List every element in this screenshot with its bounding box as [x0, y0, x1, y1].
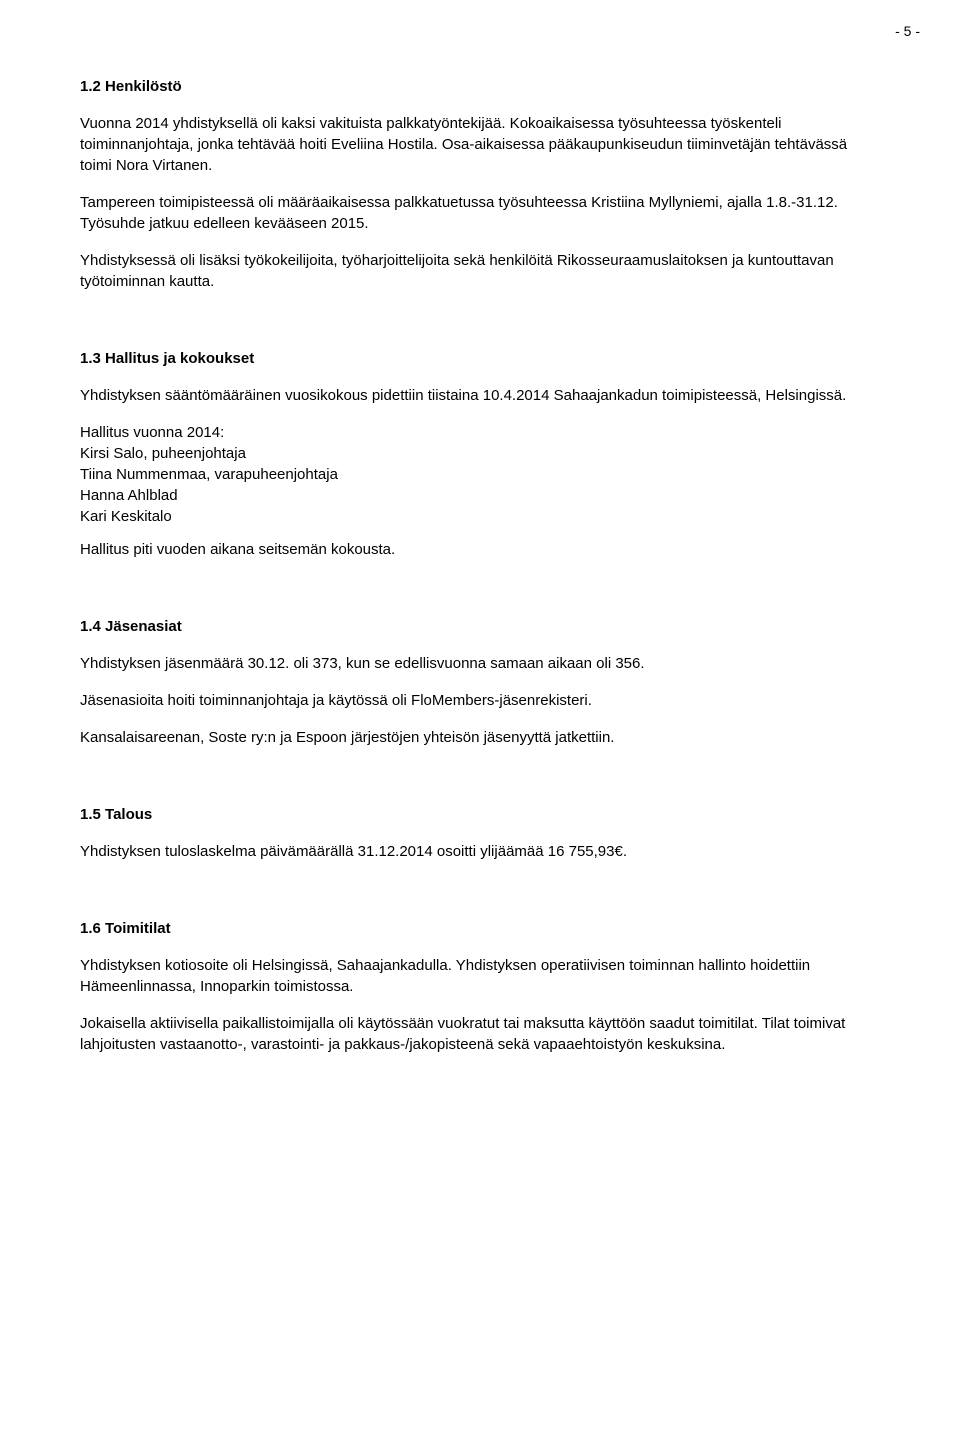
body-text: Yhdistyksen kotiosoite oli Helsingissä, … [80, 955, 880, 997]
body-text: Yhdistyksessä oli lisäksi työkokeilijoit… [80, 250, 880, 292]
body-text: Hallitus piti vuoden aikana seitsemän ko… [80, 539, 880, 560]
body-text: Yhdistyksen tuloslaskelma päivämäärällä … [80, 841, 880, 862]
body-text: Yhdistyksen sääntömääräinen vuosikokous … [80, 385, 880, 406]
board-member: Tiina Nummenmaa, varapuheenjohtaja [80, 464, 880, 485]
body-text: Yhdistyksen jäsenmäärä 30.12. oli 373, k… [80, 653, 880, 674]
body-text: Tampereen toimipisteessä oli määräaikais… [80, 192, 880, 234]
body-text: Jokaisella aktiivisella paikallistoimija… [80, 1013, 880, 1055]
heading-1-6: 1.6 Toimitilat [80, 918, 880, 939]
heading-1-5: 1.5 Talous [80, 804, 880, 825]
heading-1-3: 1.3 Hallitus ja kokoukset [80, 348, 880, 369]
body-text: Vuonna 2014 yhdistyksellä oli kaksi vaki… [80, 113, 880, 176]
heading-1-2: 1.2 Henkilöstö [80, 76, 880, 97]
body-text: Jäsenasioita hoiti toiminnanjohtaja ja k… [80, 690, 880, 711]
board-intro: Hallitus vuonna 2014: [80, 422, 880, 443]
board-member: Kirsi Salo, puheenjohtaja [80, 443, 880, 464]
body-text: Kansalaisareenan, Soste ry:n ja Espoon j… [80, 727, 880, 748]
board-member: Kari Keskitalo [80, 506, 880, 527]
board-member: Hanna Ahlblad [80, 485, 880, 506]
heading-1-4: 1.4 Jäsenasiat [80, 616, 880, 637]
page-number: - 5 - [895, 22, 920, 42]
document-page: - 5 - 1.2 Henkilöstö Vuonna 2014 yhdisty… [0, 0, 960, 1442]
